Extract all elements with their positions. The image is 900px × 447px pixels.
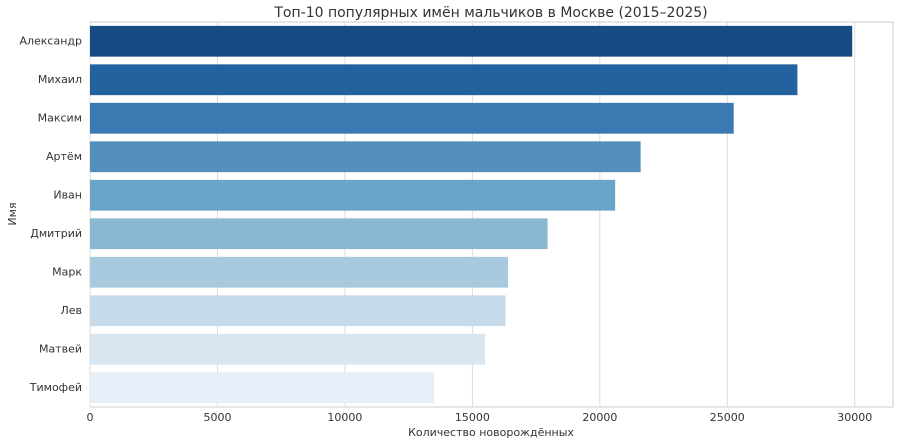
y-tick-label: Иван <box>53 188 82 201</box>
x-axis-label: Количество новорождённых <box>408 426 574 439</box>
bar <box>90 218 548 250</box>
y-tick-label: Артём <box>46 150 82 163</box>
bar <box>90 179 616 211</box>
chart-title: Топ-10 популярных имён мальчиков в Москв… <box>273 5 707 21</box>
bar <box>90 372 435 404</box>
x-tick-label: 25000 <box>710 411 745 424</box>
y-tick-label: Михаил <box>38 73 82 86</box>
y-tick-label: Дмитрий <box>30 227 82 240</box>
bar <box>90 141 641 173</box>
x-tick-label: 20000 <box>582 411 617 424</box>
y-tick-label: Александр <box>19 34 82 47</box>
y-tick-label: Матвей <box>39 342 82 355</box>
bar <box>90 102 734 134</box>
y-tick-label: Тимофей <box>29 381 82 394</box>
x-tick-label: 10000 <box>327 411 362 424</box>
x-tick-label: 30000 <box>837 411 872 424</box>
x-tick-label: 0 <box>87 411 94 424</box>
y-tick-label: Максим <box>38 111 82 124</box>
y-tick-label: Лев <box>60 304 82 317</box>
x-tick-label: 15000 <box>455 411 490 424</box>
x-tick-label: 5000 <box>203 411 231 424</box>
bar <box>90 256 509 288</box>
bar <box>90 333 486 365</box>
bar <box>90 295 506 327</box>
bar <box>90 64 798 96</box>
bar <box>90 25 853 57</box>
y-axis-label: Имя <box>6 202 19 225</box>
y-tick-label: Марк <box>52 265 82 278</box>
